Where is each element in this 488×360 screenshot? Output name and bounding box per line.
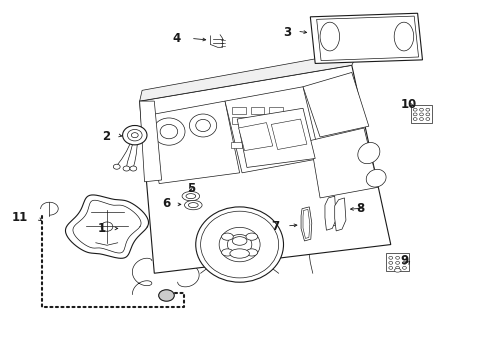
Ellipse shape — [130, 166, 137, 171]
Polygon shape — [65, 195, 148, 258]
Ellipse shape — [419, 113, 423, 116]
Ellipse shape — [388, 256, 392, 259]
Ellipse shape — [232, 237, 246, 245]
Text: 3: 3 — [282, 27, 290, 40]
Ellipse shape — [101, 222, 113, 231]
Ellipse shape — [229, 249, 249, 258]
Bar — [260, 142, 270, 148]
Ellipse shape — [330, 214, 338, 221]
Ellipse shape — [320, 22, 339, 51]
Polygon shape — [303, 210, 309, 238]
Ellipse shape — [195, 120, 210, 132]
Ellipse shape — [127, 130, 142, 141]
Ellipse shape — [419, 108, 423, 111]
Ellipse shape — [221, 249, 233, 256]
Text: 5: 5 — [186, 183, 195, 195]
Bar — [385, 253, 408, 271]
Polygon shape — [303, 72, 368, 137]
Text: 9: 9 — [400, 254, 408, 267]
Ellipse shape — [395, 266, 399, 269]
Polygon shape — [147, 101, 239, 184]
Polygon shape — [140, 65, 390, 273]
Ellipse shape — [184, 201, 202, 210]
Polygon shape — [301, 207, 311, 241]
Ellipse shape — [402, 261, 406, 264]
Ellipse shape — [200, 211, 278, 278]
Bar — [269, 117, 283, 125]
Polygon shape — [238, 123, 272, 150]
Polygon shape — [140, 51, 358, 101]
Ellipse shape — [185, 194, 195, 199]
Polygon shape — [325, 196, 335, 230]
Ellipse shape — [245, 249, 257, 256]
Ellipse shape — [388, 266, 392, 269]
Bar — [250, 107, 264, 114]
Text: 11: 11 — [11, 211, 27, 224]
Ellipse shape — [188, 203, 198, 208]
Bar — [250, 117, 264, 125]
Ellipse shape — [122, 126, 147, 145]
Ellipse shape — [219, 227, 260, 262]
Polygon shape — [310, 128, 378, 198]
Ellipse shape — [402, 266, 406, 269]
Bar — [269, 107, 283, 114]
Polygon shape — [316, 16, 418, 60]
Ellipse shape — [357, 143, 379, 164]
Ellipse shape — [395, 256, 399, 259]
Ellipse shape — [131, 133, 138, 138]
Bar — [232, 117, 245, 125]
Polygon shape — [237, 108, 315, 167]
Ellipse shape — [393, 22, 413, 51]
Ellipse shape — [395, 261, 399, 264]
Ellipse shape — [412, 108, 416, 111]
Ellipse shape — [425, 113, 429, 116]
Ellipse shape — [419, 118, 423, 121]
Ellipse shape — [189, 114, 216, 137]
Polygon shape — [224, 87, 320, 173]
Ellipse shape — [160, 125, 177, 139]
Bar — [410, 105, 431, 123]
Bar — [232, 107, 245, 114]
Ellipse shape — [366, 169, 386, 187]
Ellipse shape — [245, 233, 257, 240]
Ellipse shape — [221, 233, 233, 240]
Ellipse shape — [227, 234, 251, 255]
Polygon shape — [334, 198, 345, 231]
Ellipse shape — [153, 118, 184, 145]
Polygon shape — [310, 13, 422, 63]
Ellipse shape — [402, 256, 406, 259]
Bar — [274, 142, 285, 148]
Ellipse shape — [182, 192, 199, 201]
Ellipse shape — [325, 210, 343, 226]
Bar — [245, 142, 256, 148]
Polygon shape — [271, 119, 306, 149]
Polygon shape — [140, 101, 161, 182]
Text: 1: 1 — [97, 222, 105, 235]
Text: 2: 2 — [102, 130, 110, 144]
Ellipse shape — [412, 118, 416, 121]
Ellipse shape — [393, 269, 400, 272]
Ellipse shape — [412, 113, 416, 116]
Ellipse shape — [425, 118, 429, 121]
Text: 7: 7 — [271, 220, 279, 233]
Ellipse shape — [195, 207, 283, 282]
Ellipse shape — [123, 166, 130, 171]
Text: 4: 4 — [172, 32, 181, 45]
Bar — [230, 142, 241, 148]
Text: 10: 10 — [400, 98, 416, 111]
Ellipse shape — [388, 261, 392, 264]
Text: 6: 6 — [162, 197, 170, 210]
Ellipse shape — [158, 290, 174, 301]
Ellipse shape — [113, 164, 120, 169]
Text: 8: 8 — [356, 202, 364, 215]
Ellipse shape — [425, 108, 429, 111]
